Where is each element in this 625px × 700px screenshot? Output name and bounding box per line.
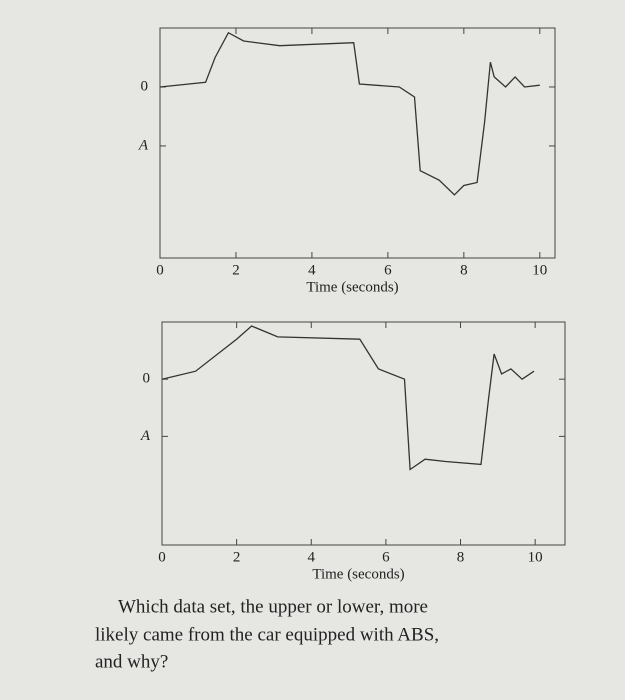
x-tick-label: 4 (308, 262, 316, 278)
x-tick-label: 6 (384, 262, 392, 278)
question-line: and why? (95, 651, 168, 672)
x-tick-label: 0 (156, 262, 164, 278)
x-axis-label: Time (seconds) (312, 566, 404, 582)
x-tick-label: 10 (528, 549, 543, 565)
question-line: likely came from the car equipped with A… (95, 624, 439, 645)
data-line (161, 325, 535, 471)
x-tick-label: 2 (232, 262, 240, 278)
x-tick-label: 10 (532, 262, 547, 278)
y-tick-label: 0 (141, 78, 149, 94)
y-tick-label: A (140, 428, 151, 444)
x-axis-label: Time (seconds) (306, 279, 398, 295)
x-tick-label: 8 (460, 262, 468, 278)
plot-frame (159, 27, 556, 259)
x-tick-label: 4 (308, 549, 316, 565)
question-line: Which data set, the upper or lower, more (118, 596, 428, 617)
x-tick-label: 0 (158, 549, 166, 565)
x-tick-label: 8 (457, 549, 465, 565)
y-tick-label: 0 (143, 371, 151, 387)
x-tick-label: 6 (382, 549, 390, 565)
plot-frame (161, 321, 566, 546)
x-tick-label: 2 (233, 549, 241, 565)
data-line (159, 31, 540, 196)
y-tick-label: A (138, 137, 149, 153)
